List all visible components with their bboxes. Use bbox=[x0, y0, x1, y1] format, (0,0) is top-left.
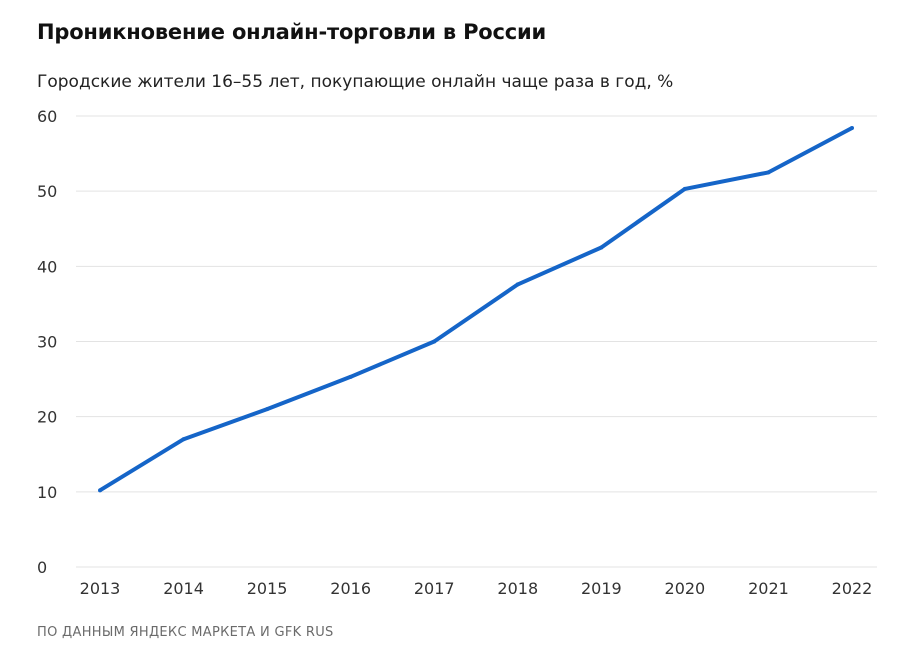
x-axis-ticks: 2013 2014 2015 2016 2017 2018 2019 2020 2021 2022 bbox=[80, 579, 873, 598]
x-tick-label: 2014 bbox=[163, 579, 204, 598]
data-point bbox=[348, 374, 353, 379]
y-tick-label: 20 bbox=[37, 408, 57, 427]
y-tick-label: 60 bbox=[37, 107, 57, 126]
data-point bbox=[432, 339, 437, 344]
data-point bbox=[515, 282, 520, 287]
x-tick-label: 2019 bbox=[581, 579, 622, 598]
series-line bbox=[98, 126, 853, 493]
data-point bbox=[850, 126, 854, 131]
y-tick-label: 30 bbox=[37, 333, 57, 352]
y-tick-label: 10 bbox=[37, 483, 57, 502]
x-tick-label: 2016 bbox=[330, 579, 371, 598]
y-tick-label: 50 bbox=[37, 182, 57, 201]
data-point bbox=[98, 488, 102, 493]
data-point bbox=[599, 245, 604, 250]
y-tick-label: 40 bbox=[37, 257, 57, 276]
chart-title: Проникновение онлайн-торговли в России bbox=[37, 20, 547, 44]
x-tick-label: 2021 bbox=[748, 579, 789, 598]
source-note: ПО ДАННЫМ ЯНДЕКС МАРКЕТА И GFK RUS bbox=[37, 625, 334, 640]
y-tick-label: 0 bbox=[37, 558, 47, 577]
grid-lines bbox=[76, 115, 877, 568]
data-point bbox=[265, 407, 270, 412]
data-point bbox=[181, 437, 186, 442]
data-point bbox=[682, 186, 687, 191]
x-tick-label: 2017 bbox=[414, 579, 455, 598]
y-axis-ticks: 0 10 20 30 40 50 60 bbox=[37, 107, 57, 577]
chart-subtitle: Городские жители 16–55 лет, покупающие о… bbox=[37, 72, 674, 92]
data-point bbox=[766, 170, 771, 175]
x-tick-label: 2015 bbox=[247, 579, 288, 598]
x-tick-label: 2022 bbox=[832, 579, 873, 598]
x-tick-label: 2018 bbox=[497, 579, 538, 598]
x-tick-label: 2013 bbox=[80, 579, 121, 598]
series-layer bbox=[98, 126, 854, 493]
x-tick-label: 2020 bbox=[665, 579, 706, 598]
